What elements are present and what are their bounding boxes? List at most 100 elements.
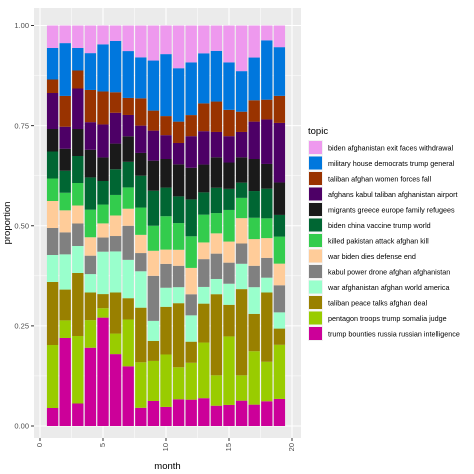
bar-segment [248,265,260,288]
bar-segment [248,287,260,314]
bar-segment [84,237,97,256]
bar-segment [210,101,223,132]
bar-segment [273,214,286,237]
bar-segment [97,308,109,318]
bar-segment [46,282,59,345]
bar-segment [122,208,134,226]
bar-segment [261,292,273,362]
bar-segment [46,79,59,93]
bar-segment [72,223,84,246]
bar-segment [210,375,223,406]
bar-segment [72,156,84,183]
bar-segment [59,25,71,44]
x-tick-label: 10 [161,443,170,451]
bar-segment [210,278,223,295]
bar-segment [210,25,223,51]
legend-label: afghans kabul taliban afghanistan airpor… [328,190,457,199]
bar-segment [248,404,260,426]
bar-segment [248,100,260,122]
bar-segment [46,93,59,129]
bar-segment [135,175,147,208]
bar-segment [122,161,134,188]
bar-segment [273,236,286,264]
bar-segment [172,25,185,69]
bar-segment [223,262,235,284]
bar-segment [223,283,235,305]
bar-segment [147,400,160,426]
bar-segment [84,292,97,321]
bar-segment [97,180,109,205]
bar-segment [273,344,286,399]
bar-segment [210,233,223,254]
bar-segment [223,162,235,189]
bar-segment [160,187,172,217]
bar-segment [72,336,84,404]
bar-segment [261,163,273,189]
bar-segment [97,91,109,125]
bar-segment [84,209,97,238]
bar-segment [261,218,273,239]
bar-segment [72,70,84,89]
y-tick-label: 1.00 [14,21,29,30]
bar-segment [160,216,172,250]
bar-segment [135,307,147,363]
bar-segment [261,40,273,100]
legend-swatch [309,156,322,170]
bar-segment [147,110,160,131]
legend-swatch [309,311,322,325]
bar-segment [273,182,286,215]
bar-segment [84,89,97,123]
bar-segment [122,25,134,52]
bar-segment [172,121,185,143]
bar-segment [198,131,210,165]
bar-segment [198,53,210,104]
bar-segment [122,225,134,260]
bar-segment [109,40,122,93]
legend-label: migrants greece europe family refugees [328,206,455,215]
legend-title: topic [308,126,328,137]
bar-segment [223,136,235,163]
bar-segment [59,289,71,321]
bar-segment [122,319,134,367]
bar-segment [248,239,260,266]
bar-segment [210,405,223,426]
bar-segment [273,122,286,183]
bar-segment [273,285,286,313]
bar-segment [59,43,71,96]
x-tick-label: 5 [98,443,107,447]
x-tick-label: 15 [224,443,233,451]
bar-segment [46,201,59,228]
bar-segment [273,95,286,123]
bar-segment [135,98,147,126]
bar-segment [147,250,160,276]
bar-segment [160,54,172,117]
bar-segment [97,251,109,295]
bar-segment [185,115,197,137]
bar-segment [59,126,71,149]
bar-segment [235,263,248,290]
bar-segment [248,217,260,240]
bar-segment [147,275,160,321]
bar-segment [122,298,134,320]
bar-segment [185,315,197,342]
bar-segment [109,194,122,216]
y-tick-label: 0.50 [14,221,29,230]
bar-segment [198,342,210,399]
bar-segment [147,160,160,191]
bar-segment [160,25,172,55]
bar-segment [160,116,172,136]
bar-segment [198,214,210,243]
y-tick-label: 0.00 [14,422,29,431]
bar-segment [135,25,147,58]
bar-segment [273,312,286,329]
legend-swatch [309,203,322,216]
bar-segment [59,254,71,290]
bar-segment [84,255,97,275]
bar-segment [147,340,160,361]
bar-segment [84,177,97,210]
bar-segment [160,306,172,355]
bar-segment [160,249,172,264]
bar-segment [235,182,248,198]
bar-segment [97,223,109,238]
